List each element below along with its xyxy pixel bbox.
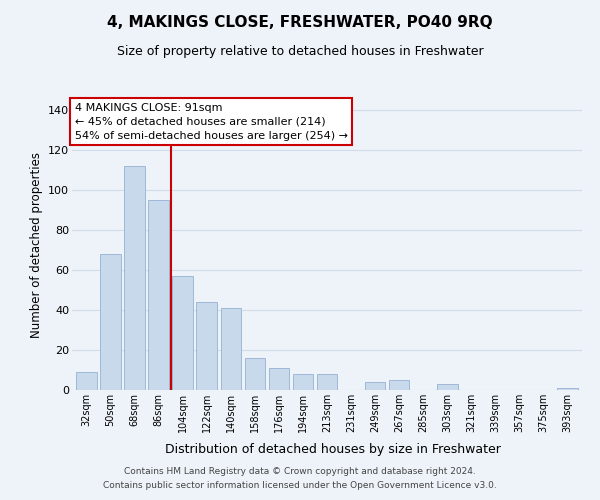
Text: Distribution of detached houses by size in Freshwater: Distribution of detached houses by size …: [165, 442, 501, 456]
Bar: [437, 384, 458, 390]
Bar: [557, 388, 578, 390]
Text: Size of property relative to detached houses in Freshwater: Size of property relative to detached ho…: [116, 45, 484, 58]
Y-axis label: Number of detached properties: Number of detached properties: [29, 152, 43, 338]
Bar: [317, 374, 337, 390]
Bar: [124, 166, 145, 390]
Bar: [293, 374, 313, 390]
Text: 4, MAKINGS CLOSE, FRESHWATER, PO40 9RQ: 4, MAKINGS CLOSE, FRESHWATER, PO40 9RQ: [107, 15, 493, 30]
Text: Contains public sector information licensed under the Open Government Licence v3: Contains public sector information licen…: [103, 481, 497, 490]
Text: 4 MAKINGS CLOSE: 91sqm
← 45% of detached houses are smaller (214)
54% of semi-de: 4 MAKINGS CLOSE: 91sqm ← 45% of detached…: [74, 103, 347, 141]
Text: Contains HM Land Registry data © Crown copyright and database right 2024.: Contains HM Land Registry data © Crown c…: [124, 468, 476, 476]
Bar: [269, 368, 289, 390]
Bar: [148, 200, 169, 390]
Bar: [172, 276, 193, 390]
Bar: [221, 308, 241, 390]
Bar: [365, 382, 385, 390]
Bar: [389, 380, 409, 390]
Bar: [76, 372, 97, 390]
Bar: [100, 254, 121, 390]
Bar: [245, 358, 265, 390]
Bar: [196, 302, 217, 390]
